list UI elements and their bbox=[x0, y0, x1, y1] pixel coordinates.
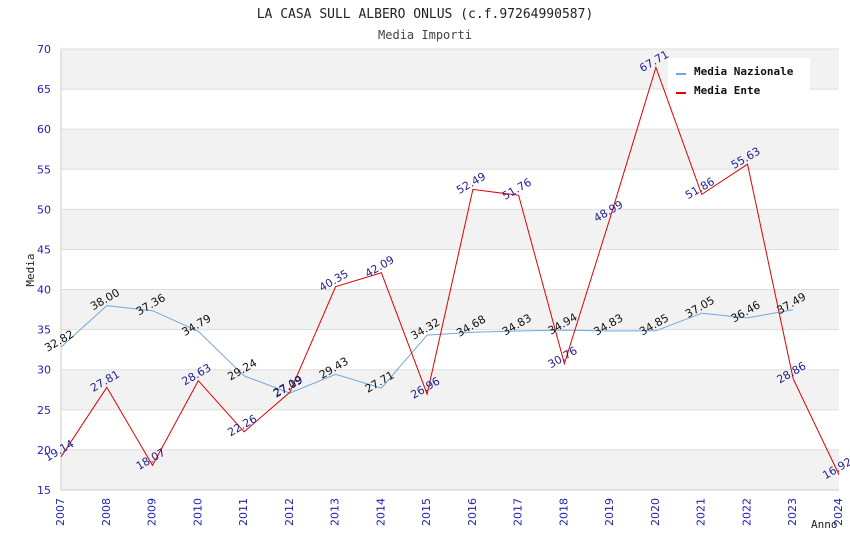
x-tick-label: 2014 bbox=[374, 498, 387, 526]
y-tick-label: 70 bbox=[37, 43, 51, 56]
x-tick-label: 2008 bbox=[100, 498, 113, 526]
y-tick-label: 65 bbox=[37, 83, 51, 96]
y-tick-label: 40 bbox=[37, 284, 51, 297]
background-band bbox=[61, 449, 839, 490]
y-tick-label: 25 bbox=[37, 404, 51, 417]
x-tick-label: 2016 bbox=[466, 498, 479, 526]
legend-label: Media Ente bbox=[694, 84, 761, 97]
y-tick-label: 50 bbox=[37, 203, 51, 216]
y-axis-label: Media bbox=[24, 253, 37, 286]
y-tick-label: 15 bbox=[37, 484, 51, 497]
data-label: 51.76 bbox=[500, 176, 534, 203]
background-band bbox=[61, 129, 839, 170]
background-bands bbox=[61, 49, 839, 490]
series-line-media-ente bbox=[60, 65, 840, 475]
chart-subtitle: Media Importi bbox=[378, 28, 472, 42]
chart-title: LA CASA SULL ALBERO ONLUS (c.f.972649905… bbox=[257, 7, 594, 22]
x-axis-ticks: 2007 2008 2009 2010 2011 2012 2013 2014 2015 2016… bbox=[54, 498, 845, 526]
y-tick-label: 35 bbox=[37, 324, 51, 337]
series-lines bbox=[60, 65, 840, 475]
x-tick-label: 2015 bbox=[420, 498, 433, 526]
y-tick-label: 30 bbox=[37, 364, 51, 377]
x-tick-label: 2021 bbox=[695, 498, 708, 526]
legend-label: Media Nazionale bbox=[694, 65, 794, 78]
x-tick-label: 2012 bbox=[283, 498, 296, 526]
x-tick-label: 2007 bbox=[54, 498, 67, 526]
legend: Media Nazionale Media Ente bbox=[668, 58, 810, 100]
data-label: 30.76 bbox=[546, 344, 580, 371]
x-tick-label: 2013 bbox=[329, 498, 342, 526]
y-tick-label: 20 bbox=[37, 444, 51, 457]
x-tick-label: 2022 bbox=[740, 498, 753, 526]
background-band bbox=[61, 369, 839, 410]
x-axis-label: Anno bbox=[811, 518, 838, 531]
x-tick-label: 2024 bbox=[832, 498, 845, 526]
y-tick-label: 55 bbox=[37, 163, 51, 176]
x-tick-label: 2009 bbox=[146, 498, 159, 526]
x-tick-label: 2017 bbox=[512, 498, 525, 526]
x-tick-label: 2020 bbox=[649, 498, 662, 526]
x-tick-label: 2019 bbox=[603, 498, 616, 526]
data-label: 52.49 bbox=[454, 170, 488, 197]
y-tick-label: 60 bbox=[37, 123, 51, 136]
background-band bbox=[61, 209, 839, 250]
y-tick-label: 45 bbox=[37, 243, 51, 256]
legend-box bbox=[668, 58, 810, 100]
x-tick-label: 2010 bbox=[191, 498, 204, 526]
data-label: 51.86 bbox=[683, 175, 717, 202]
series-line-media-nazionale bbox=[60, 305, 794, 394]
data-label: 42.09 bbox=[363, 253, 397, 280]
gridlines bbox=[61, 48, 839, 491]
x-tick-label: 2011 bbox=[237, 498, 250, 526]
axes bbox=[60, 49, 839, 491]
y-axis-ticks: 15 20 25 30 35 40 45 50 55 60 65 70 bbox=[37, 43, 51, 497]
x-tick-label: 2018 bbox=[557, 498, 570, 526]
x-tick-label: 2023 bbox=[786, 498, 799, 526]
background-band bbox=[61, 289, 839, 330]
